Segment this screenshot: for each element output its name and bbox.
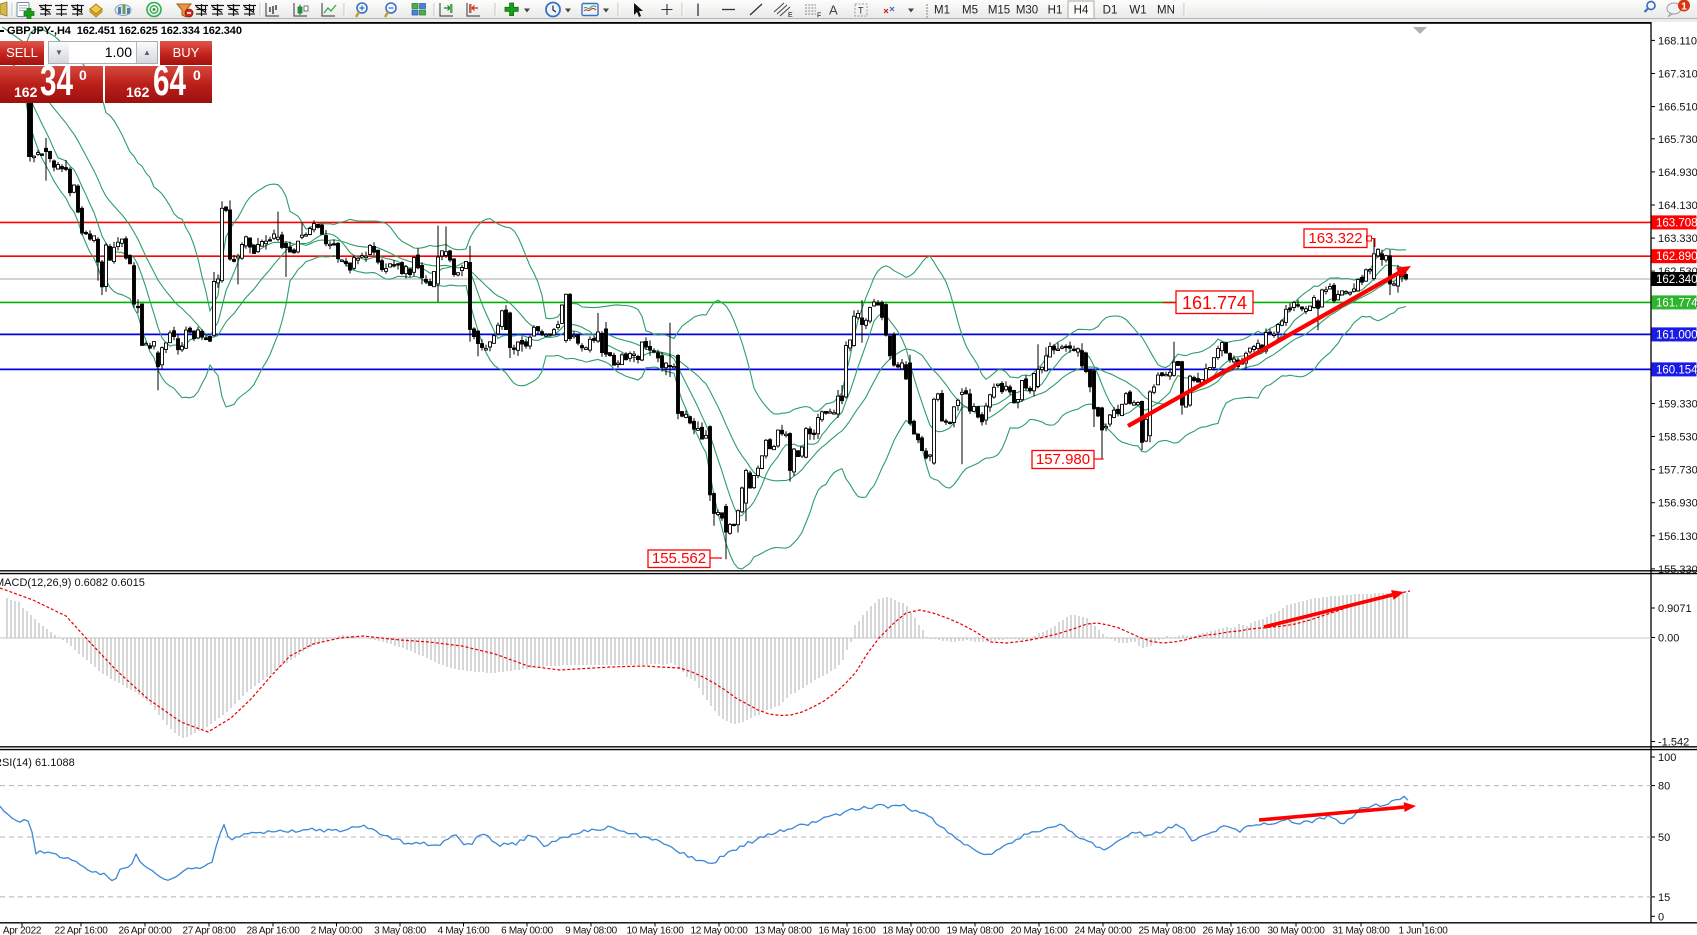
svg-text:18 May 00:00: 18 May 00:00 [883,926,941,935]
svg-text:80: 80 [1658,781,1670,793]
svg-text:M1: M1 [934,5,950,17]
svg-text:27 Apr 08:00: 27 Apr 08:00 [182,926,236,935]
svg-text:0.00: 0.00 [1658,633,1679,645]
svg-text:100: 100 [1658,752,1676,764]
svg-text:156.130: 156.130 [1658,531,1697,543]
svg-text:165.730: 165.730 [1658,134,1697,146]
svg-text:26 Apr 00:00: 26 Apr 00:00 [118,926,172,935]
svg-text:MACD(12,26,9) 0.6082 0.6015: MACD(12,26,9) 0.6082 0.6015 [0,577,145,589]
svg-text:156.930: 156.930 [1658,498,1697,510]
svg-text:F: F [817,13,821,20]
svg-text:4 May 16:00: 4 May 16:00 [438,926,490,935]
svg-text:163.330: 163.330 [1658,233,1697,245]
svg-text:H4: H4 [1074,5,1089,17]
svg-text:10 May 16:00: 10 May 16:00 [627,926,685,935]
svg-text:1 Jun 16:00: 1 Jun 16:00 [1399,926,1449,935]
svg-text:6 May 00:00: 6 May 00:00 [501,926,553,935]
svg-text:162.890: 162.890 [1656,251,1697,263]
svg-text:24 May 00:00: 24 May 00:00 [1075,926,1133,935]
svg-text:-1.542: -1.542 [1658,737,1689,749]
svg-text:MN: MN [1157,5,1175,17]
svg-text:167.310: 167.310 [1658,68,1697,80]
svg-text:W1: W1 [1129,5,1146,17]
svg-text:25 May 08:00: 25 May 08:00 [1139,926,1197,935]
svg-text:15: 15 [1658,892,1670,904]
svg-text:31 May 08:00: 31 May 08:00 [1333,926,1391,935]
svg-text:161.774: 161.774 [1656,297,1697,309]
svg-text:3 May 08:00: 3 May 08:00 [374,926,426,935]
svg-text:28 Apr 16:00: 28 Apr 16:00 [246,926,300,935]
svg-text:164.930: 164.930 [1658,167,1697,179]
svg-text:166.510: 166.510 [1658,102,1697,114]
svg-text:164.130: 164.130 [1658,200,1697,212]
svg-text:0: 0 [1658,911,1664,923]
svg-text:RSI(14) 61.1088: RSI(14) 61.1088 [0,757,75,769]
svg-text:157.980: 157.980 [1036,451,1090,468]
svg-text:50: 50 [1658,832,1670,844]
svg-text:9 May 08:00: 9 May 08:00 [565,926,617,935]
svg-text:163.322: 163.322 [1308,230,1362,247]
svg-text:20 May 16:00: 20 May 16:00 [1011,926,1069,935]
svg-text:19 May 08:00: 19 May 08:00 [947,926,1005,935]
svg-text:0.9071: 0.9071 [1658,603,1692,615]
svg-text:13 May 08:00: 13 May 08:00 [755,926,813,935]
svg-text:M5: M5 [962,5,978,17]
svg-text:26 May 16:00: 26 May 16:00 [1203,926,1261,935]
svg-text:163.708: 163.708 [1656,217,1697,229]
svg-text:E: E [788,12,793,19]
svg-text:30 May 00:00: 30 May 00:00 [1268,926,1326,935]
svg-text:168.110: 168.110 [1658,35,1697,47]
svg-text:158.530: 158.530 [1658,432,1697,444]
svg-text:159.330: 159.330 [1658,398,1697,410]
svg-text:T: T [858,6,864,16]
svg-text:16 May 16:00: 16 May 16:00 [819,926,877,935]
svg-text:160.154: 160.154 [1656,364,1697,376]
svg-text:162.340: 162.340 [1656,274,1697,286]
svg-text:161.000: 161.000 [1656,329,1697,341]
svg-text:12 May 00:00: 12 May 00:00 [691,926,749,935]
svg-text:H1: H1 [1048,5,1063,17]
svg-text:D1: D1 [1103,5,1118,17]
svg-text:2 May 00:00: 2 May 00:00 [311,926,363,935]
svg-text:M30: M30 [1016,5,1038,17]
svg-text:1: 1 [1681,1,1687,13]
svg-text:22 Apr 16:00: 22 Apr 16:00 [54,926,108,935]
svg-text:155.330: 155.330 [1658,564,1697,576]
svg-text:M15: M15 [988,5,1010,17]
svg-text:Apr 2022: Apr 2022 [3,926,42,935]
svg-text:157.730: 157.730 [1658,465,1697,477]
svg-text:A: A [829,3,838,18]
svg-text:155.562: 155.562 [652,550,706,567]
svg-text:161.774: 161.774 [1182,293,1247,313]
